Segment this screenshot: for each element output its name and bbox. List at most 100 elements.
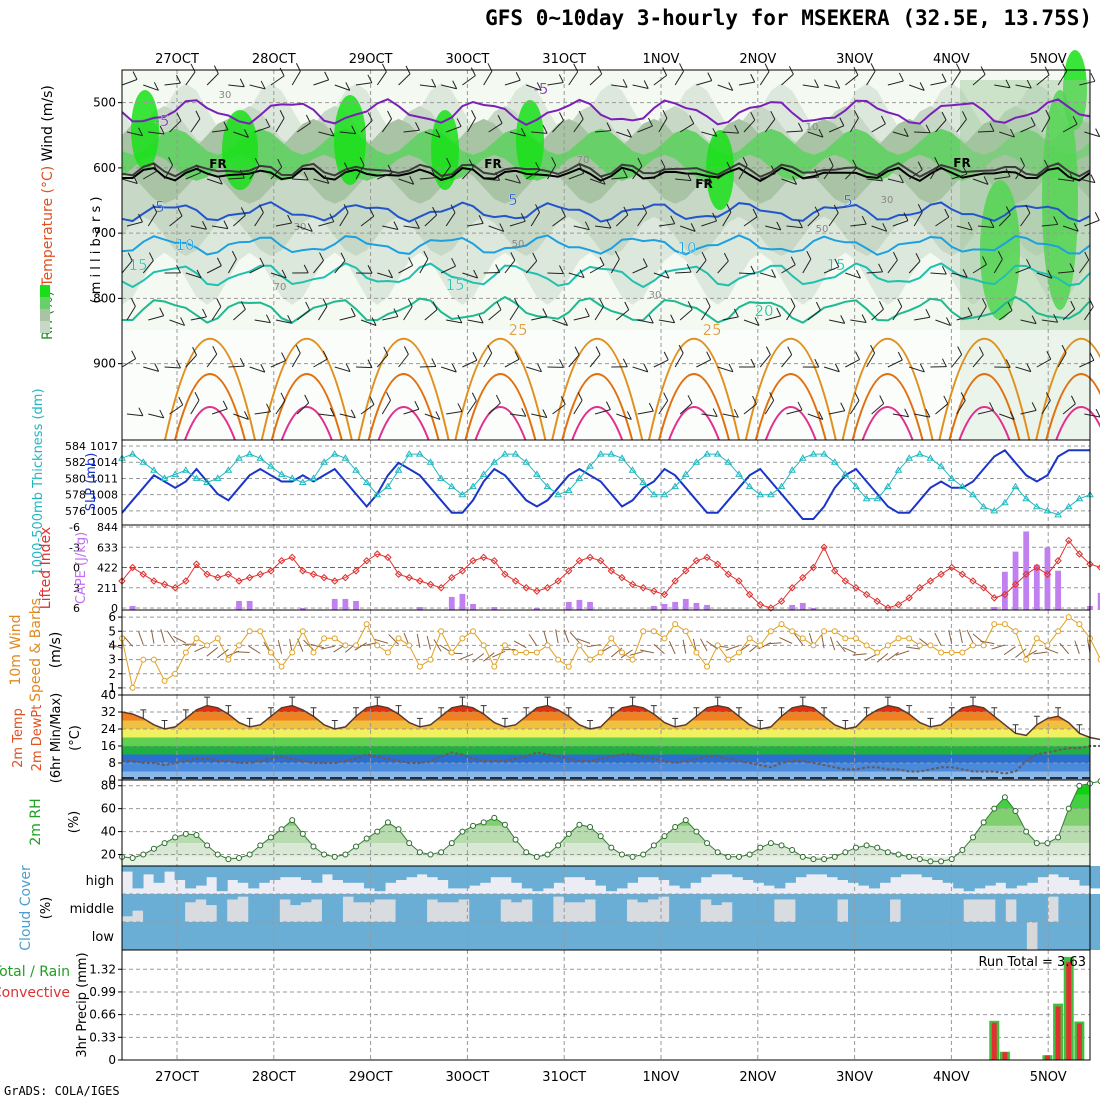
cloud-cell: [1005, 922, 1017, 950]
wind-barb: [547, 164, 557, 180]
wind-barb-flag: [595, 346, 601, 355]
wind-barb-flag: [1043, 159, 1049, 169]
wind-speed-marker: [438, 628, 445, 635]
cloud-cell: [1079, 922, 1091, 950]
lifted-index-line: [121, 539, 1100, 609]
surface-wind-barb: [821, 634, 825, 649]
wind-barb-flag: [514, 298, 519, 307]
lifted-index-marker: [214, 573, 222, 582]
wind-barb: [807, 309, 821, 321]
y-tick-label: 1.32: [89, 962, 116, 976]
wind-speed-marker: [182, 649, 189, 656]
thickness-marker: [394, 466, 403, 473]
thickness-marker: [745, 482, 754, 490]
lifted-index-marker: [979, 584, 988, 592]
wind-barb: [828, 319, 845, 324]
wind-barb: [190, 118, 201, 133]
wind-barb: [531, 413, 547, 419]
cloud-cell: [395, 922, 407, 950]
wind-barb-flag: [177, 207, 183, 217]
wind-speed-marker: [129, 684, 136, 691]
wind-speed-marker: [374, 642, 381, 649]
thickness-marker: [447, 482, 456, 490]
rh-marker: [225, 856, 232, 863]
lifted-index-marker: [384, 553, 392, 562]
cloud-cell-fill: [479, 894, 491, 922]
cloud-cell: [900, 922, 912, 950]
slp-tick-label: 1011: [90, 472, 118, 485]
cape-bar: [491, 606, 498, 610]
thickness-tick-label: 578: [65, 489, 86, 502]
wind-barb-flag: [138, 127, 143, 137]
cloud-cell: [763, 922, 775, 950]
cape-bar: [129, 605, 136, 610]
wind-barb: [764, 400, 775, 415]
wind-barb: [568, 272, 585, 279]
cloud-cell: [753, 866, 765, 883]
wind-barb-flag: [765, 346, 771, 355]
wind-barb-flag: [510, 252, 516, 261]
temp-contour-label: 10: [677, 239, 696, 257]
thickness-marker: [575, 474, 584, 481]
thickness-marker: [926, 454, 935, 461]
rh-marker: [406, 840, 413, 847]
cloud-cell: [353, 922, 365, 950]
cloud-cell: [921, 866, 933, 878]
temp-contour-label: 5: [508, 191, 518, 209]
rh-marker: [1033, 840, 1040, 847]
wind-axis-label: (m/s): [48, 632, 64, 669]
cloud-cell: [784, 894, 796, 900]
cloud-cell: [248, 866, 260, 889]
wind-barb-flag: [787, 346, 793, 355]
surface-wind-barb: [1044, 647, 1059, 654]
surface-wind-barb: [895, 650, 910, 656]
wind-barb: [616, 309, 630, 321]
rh-marker: [1076, 782, 1083, 789]
lifted-index-marker: [692, 557, 701, 565]
cloud-cell: [837, 894, 849, 900]
wind-barb-flag: [882, 223, 888, 232]
wind-barb-flag: [960, 392, 966, 401]
wind-barb: [765, 225, 781, 231]
wind-barb: [504, 178, 521, 184]
wind-barb-flag: [1053, 216, 1059, 225]
wind-barb-flag: [371, 317, 377, 326]
wind-barb: [164, 164, 174, 180]
thickness-marker: [171, 470, 180, 477]
cloud-cell-fill: [511, 902, 523, 922]
wind-barb-flag: [130, 298, 136, 307]
wind-barb-flag: [431, 78, 437, 88]
precip-convective-bar: [1044, 1055, 1050, 1060]
wind-barb-flag: [216, 257, 222, 266]
wind-speed-marker: [746, 635, 753, 642]
surface-wind-barb: [569, 631, 580, 644]
wind-barb: [1041, 223, 1058, 227]
lifted-index-marker: [128, 563, 137, 572]
cloud-cell: [648, 922, 660, 950]
cloud-cell: [721, 894, 733, 903]
cloud-cell-fill: [658, 896, 670, 922]
wind-barb-flag: [432, 206, 438, 216]
cloud-cell-fill: [763, 894, 775, 922]
wind-speed-marker: [799, 635, 806, 642]
wind-barb-flag: [648, 117, 653, 127]
wind-barb: [887, 259, 898, 274]
wind-barb-flag: [535, 204, 540, 213]
wind-barb: [1058, 178, 1075, 182]
lifted-index-marker: [479, 553, 488, 562]
wind-barb: [1084, 219, 1100, 227]
slp-tick-label: 1008: [90, 489, 118, 502]
wind-barb-flag: [131, 350, 137, 359]
cloud-cell-fill: [742, 894, 754, 922]
cloud-cell: [521, 922, 533, 950]
cloud-cell-fill: [185, 902, 197, 922]
wind-barb: [1020, 124, 1036, 133]
cloud-cell: [553, 894, 565, 897]
cape-tick-label: 844: [97, 521, 118, 534]
wind-barb-flag: [852, 159, 858, 168]
wind-barb: [930, 272, 947, 275]
surface-wind-barb: [459, 653, 474, 660]
thickness-marker: [373, 490, 382, 498]
wind-barb: [1020, 409, 1037, 415]
li-tick-label: -3: [69, 541, 80, 554]
